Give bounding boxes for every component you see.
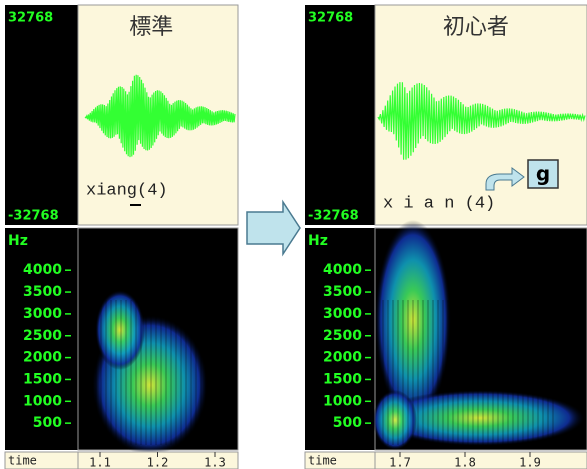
freq-tick-label: 3000 [23, 306, 62, 322]
spectral-energy [373, 390, 417, 450]
amp-min: -32768 [308, 209, 359, 224]
annotation: g [536, 162, 550, 186]
freq-tick-label: 2500 [323, 328, 362, 344]
freq-tick-label: 2000 [323, 350, 362, 366]
freq-tick-label: 500 [33, 415, 62, 431]
amp-min: -32768 [8, 209, 59, 224]
amp-max: 32768 [8, 11, 53, 26]
freq-unit: Hz [308, 233, 328, 249]
freq-tick-label: 3500 [23, 284, 62, 300]
freq-tick-label: 500 [333, 415, 362, 431]
freq-tick-label: 4000 [323, 262, 362, 278]
arrow [247, 202, 300, 254]
freq-tick-label: 3500 [323, 284, 362, 300]
panel-title: 初心者 [443, 15, 509, 40]
freq-unit: Hz [8, 233, 28, 249]
transcription: xiang(4) [86, 181, 168, 200]
panel: 32768 -32768 初心者 x i a n (4) g Hz 4000 3500 3000… [305, 5, 587, 469]
panel: 32768 -32768 標準 xiang(4) Hz 4000 3500 3000 2500 2… [5, 5, 238, 469]
freq-tick-label: 1000 [23, 393, 62, 409]
freq-tick-label: 2500 [23, 328, 62, 344]
freq-tick-label: 4000 [23, 262, 62, 278]
freq-tick-label: 1500 [23, 371, 62, 387]
amplitude-strip [5, 5, 78, 225]
spectral-energy [95, 290, 145, 370]
amplitude-strip [305, 5, 375, 225]
time-label: time [8, 454, 37, 468]
time-tick-label: 1.3 [204, 456, 226, 469]
screenshot: 32768 -32768 標準 xiang(4) Hz 4000 3500 3000 2500 2… [0, 0, 587, 469]
freq-tick-label: 1500 [323, 371, 362, 387]
time-tick-label: 1.8 [454, 456, 476, 469]
freq-tick-label: 2000 [23, 350, 62, 366]
freq-tick-label: 3000 [323, 306, 362, 322]
time-label: time [308, 454, 337, 468]
time-tick-label: 1.7 [389, 456, 411, 469]
transcription: x i a n (4) [383, 194, 495, 213]
time-tick-label: 1.2 [147, 456, 169, 469]
amp-max: 32768 [308, 11, 353, 26]
freq-tick-label: 1000 [323, 393, 362, 409]
time-tick-label: 1.1 [89, 456, 111, 469]
time-tick-label: 1.9 [519, 456, 541, 469]
panel-title: 標準 [129, 15, 173, 40]
